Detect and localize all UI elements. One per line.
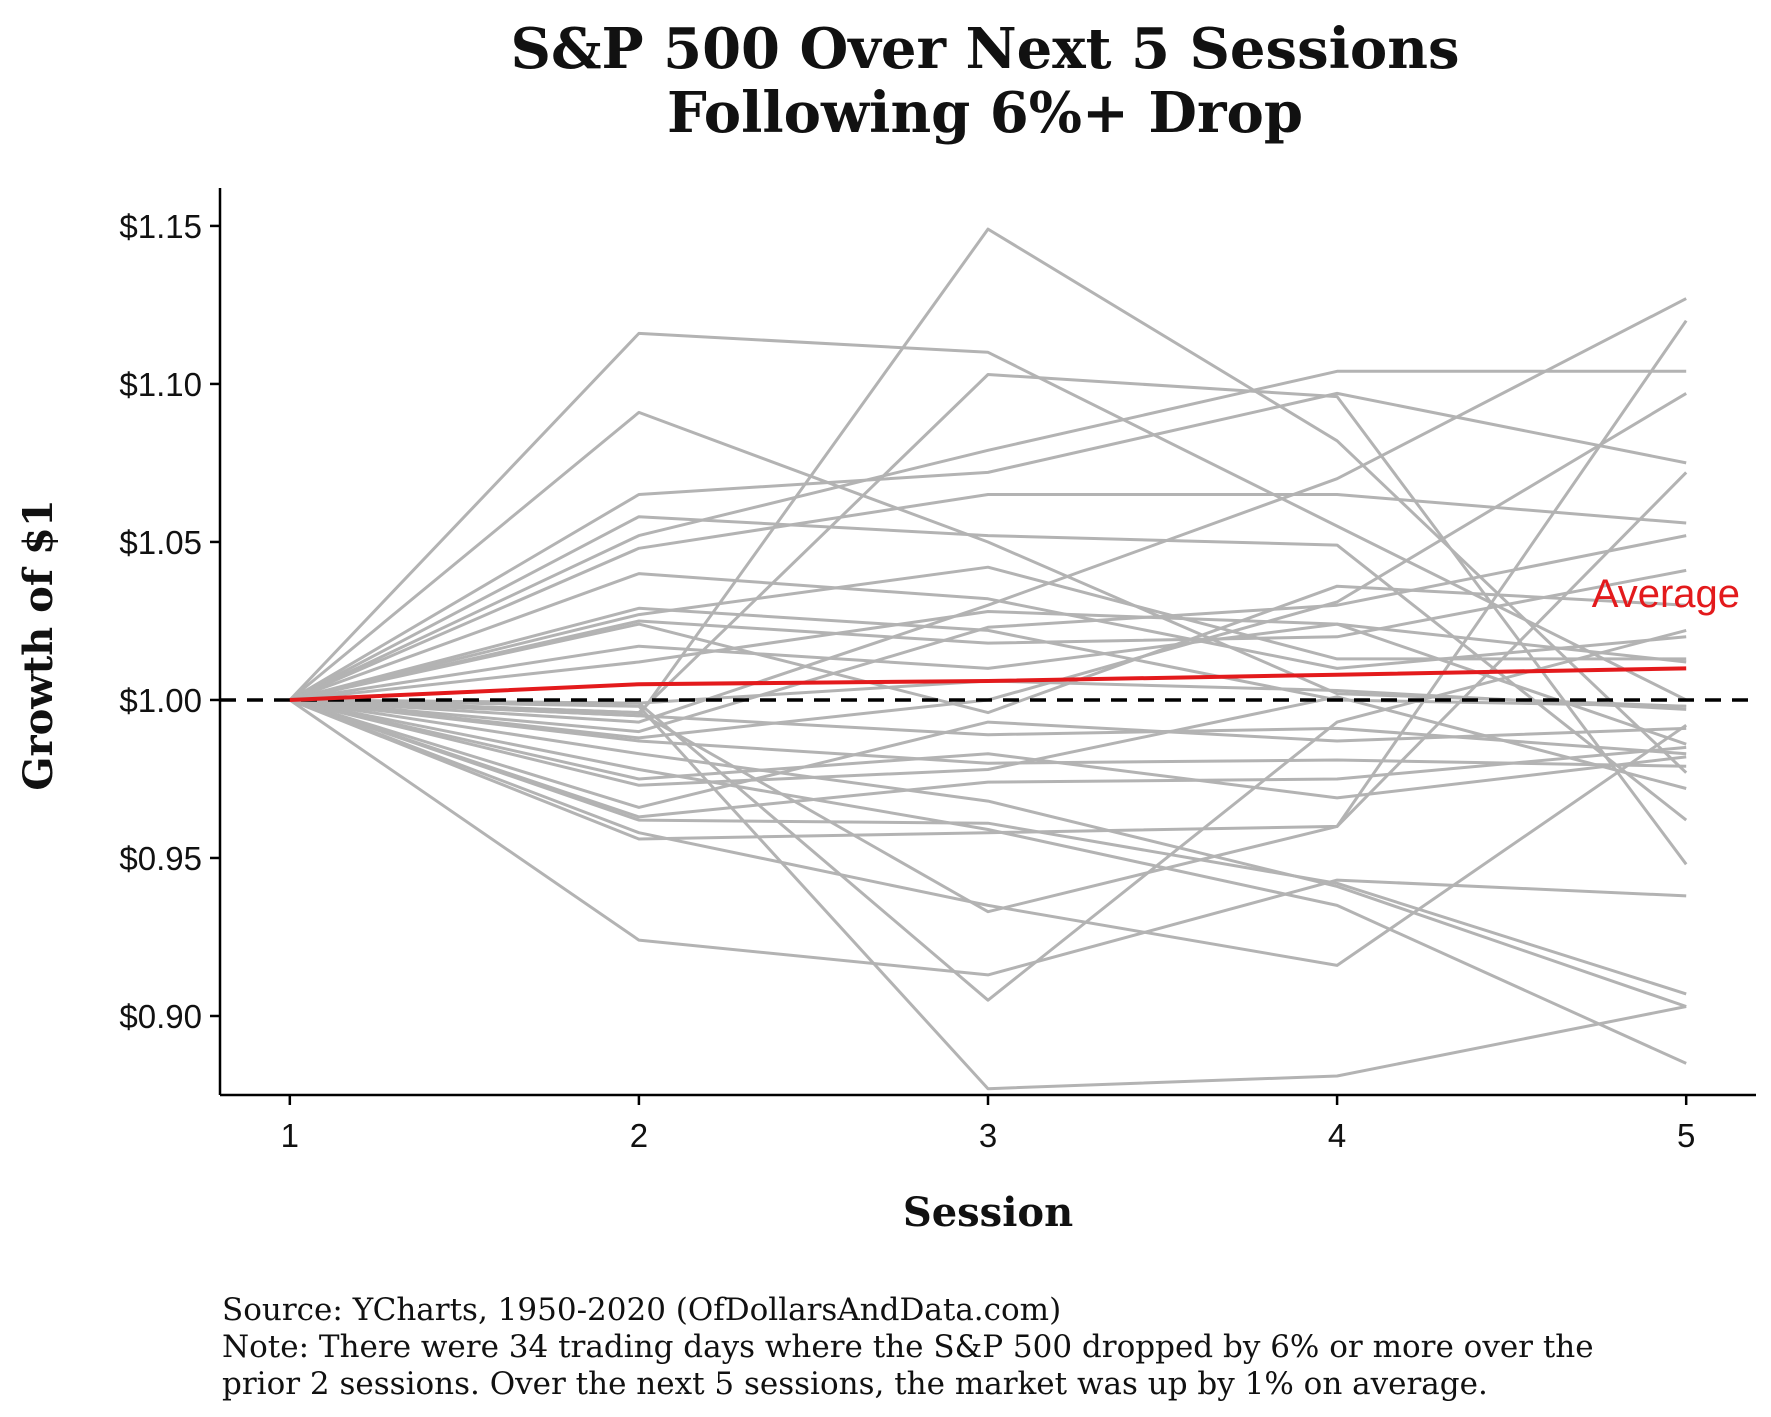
path-line-16: [289, 297, 1687, 724]
path-line-12: [289, 622, 1687, 702]
path-line-2: [288, 410, 1687, 708]
path-line-22: [289, 695, 1687, 790]
y-tick-label: $1.15: [119, 208, 202, 245]
path-line-3: [289, 391, 1687, 702]
average-line: [289, 666, 1687, 702]
note-line-2: prior 2 sessions. Over the next 5 sessio…: [222, 1366, 1488, 1402]
path-line-27: [289, 319, 1688, 841]
path-line-20: [289, 698, 1687, 1065]
path-line-13: [289, 610, 1687, 746]
source-note: Source: YCharts, 1950-2020 (OfDollarsAnd…: [222, 1292, 1061, 1328]
path-line-33: [289, 471, 1688, 914]
average-layer: [289, 666, 1687, 702]
y-tick-label: $1.05: [119, 524, 202, 561]
chart-title-line-1: S&P 500 Over Next 5 Sessions: [511, 16, 1460, 82]
x-tick-label: 3: [979, 1117, 997, 1154]
series-paths: [288, 227, 1688, 1091]
path-line-21: [289, 698, 1687, 800]
path-line-32: [289, 698, 1687, 768]
note-line-1: Note: There were 34 trading days where t…: [222, 1329, 1594, 1365]
y-tick-label: $1.10: [119, 366, 202, 403]
path-line-24: [289, 698, 1687, 819]
y-tick-label: $0.95: [119, 840, 202, 877]
x-ticks: 1 2 3 4 5: [281, 1095, 1695, 1154]
path-line-5: [289, 369, 1687, 702]
x-tick-label: 5: [1677, 1117, 1695, 1154]
path-line-25: [289, 698, 1687, 996]
x-tick-label: 1: [281, 1117, 299, 1154]
average-annotation: Average: [1592, 572, 1740, 616]
path-line-10: [289, 568, 1687, 702]
y-tick-label: $0.90: [119, 998, 202, 1035]
y-ticks: $0.90 $0.95 $1.00 $1.05 $1.10 $1.15: [119, 208, 220, 1035]
path-line-19: [289, 698, 1687, 1008]
path-line-17: [289, 534, 1687, 734]
path-line-1: [288, 331, 1687, 702]
x-tick-label: 2: [630, 1117, 648, 1154]
x-tick-label: 4: [1328, 1117, 1346, 1154]
y-tick-label: $1.00: [119, 682, 202, 719]
chart-title-line-2: Following 6%+ Drop: [667, 80, 1303, 146]
x-axis-title: Session: [903, 1189, 1073, 1236]
path-line-34: [289, 628, 1687, 1002]
y-axis-title: Growth of $1: [15, 499, 62, 790]
path-line-14: [289, 373, 1688, 866]
path-line-29: [289, 698, 1687, 1091]
path-line-6: [289, 493, 1687, 702]
path-line-31: [289, 698, 1687, 756]
path-line-11: [289, 584, 1687, 715]
path-line-8: [289, 606, 1687, 708]
path-line-28: [288, 698, 1687, 977]
